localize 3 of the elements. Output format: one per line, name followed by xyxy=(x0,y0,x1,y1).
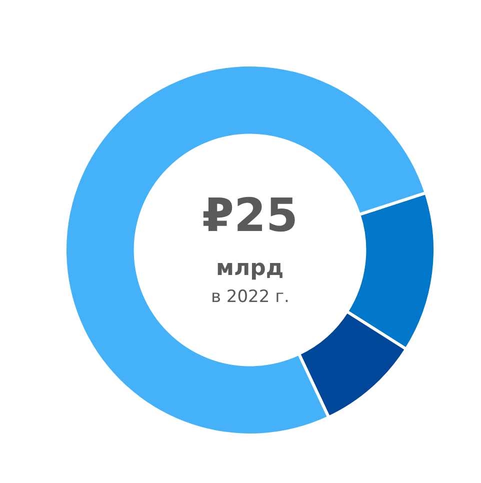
text: в 2022 г. xyxy=(211,287,290,307)
text: ₽25 xyxy=(202,188,298,242)
text: млрд xyxy=(216,256,284,281)
